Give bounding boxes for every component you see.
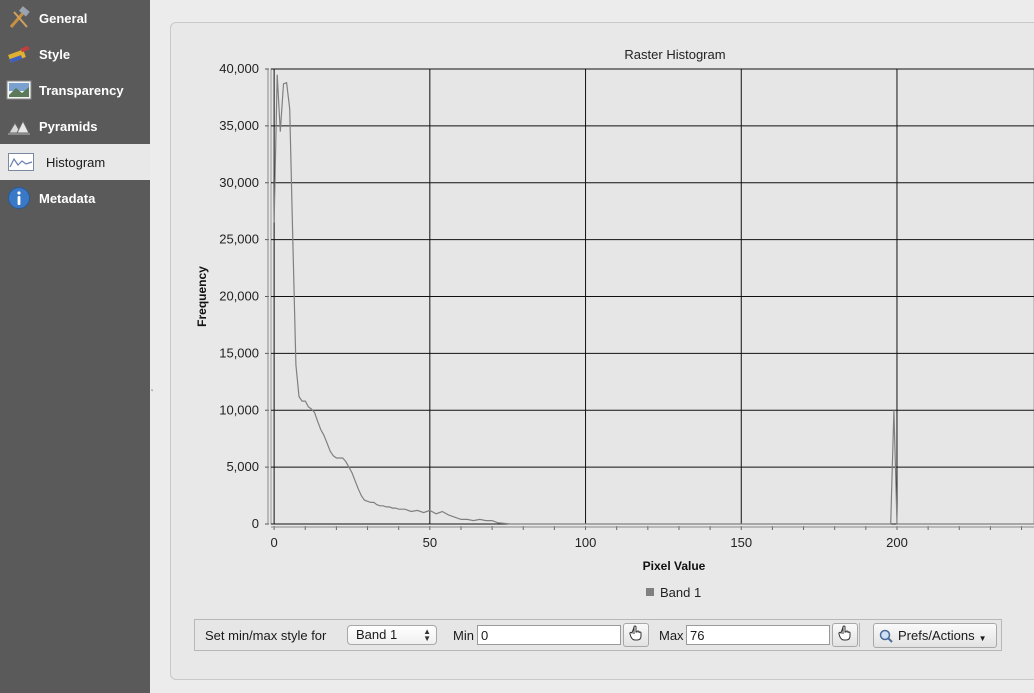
info-icon: [6, 186, 32, 210]
paintbrush-icon: [6, 42, 32, 66]
max-pick-button[interactable]: [832, 623, 858, 647]
y-tick-label: 15,000: [219, 345, 259, 360]
sidebar-item-label: Metadata: [39, 190, 96, 206]
max-input[interactable]: [686, 625, 830, 645]
histogram-chart: 0 5,000 10,000 15,000 20,000 25,000 30,000 35,0…: [195, 47, 1034, 600]
sidebar-item-general[interactable]: General: [0, 0, 150, 36]
y-tick-label: 25,000: [219, 232, 259, 247]
sidebar-item-label: General: [39, 10, 88, 26]
hammer-icon: [6, 6, 32, 30]
legend-swatch: [646, 588, 654, 596]
minmax-style-label: Set min/max style for: [205, 628, 327, 643]
x-tick-label: 100: [575, 535, 597, 550]
legend-label: Band 1: [660, 585, 701, 600]
toolbar-separator: [859, 623, 860, 647]
y-tick-label: 0: [252, 516, 259, 531]
sidebar-item-transparency[interactable]: Transparency: [0, 72, 150, 108]
sidebar-item-label: Transparency: [39, 82, 124, 98]
series-line-band-1: [273, 74, 1034, 525]
pyramids-icon: [6, 114, 32, 138]
sidebar-item-label: Pyramids: [39, 118, 98, 134]
max-label: Max: [659, 628, 684, 643]
dropdown-arrow-icon: ▼: [978, 634, 987, 643]
min-label: Min: [453, 628, 474, 643]
band-select-value: Band 1: [356, 627, 398, 642]
y-tick-label: 35,000: [219, 118, 259, 133]
transparency-icon: [6, 78, 32, 102]
magnifier-gear-icon: [879, 629, 893, 643]
min-pick-button[interactable]: [623, 623, 649, 647]
hand-pointer-icon: [838, 625, 852, 646]
prefs-actions-label: Prefs/Actions: [898, 628, 975, 643]
min-input[interactable]: [477, 625, 621, 645]
sidebar-item-histogram[interactable]: Histogram: [0, 144, 150, 180]
x-tick-label: 0: [270, 535, 277, 550]
sidebar: General Style Transparency: [0, 0, 150, 693]
chart-title: Raster Histogram: [624, 47, 725, 62]
prefs-actions-button[interactable]: Prefs/Actions ▼: [873, 623, 997, 648]
splitter-handle[interactable]: ˛: [151, 381, 155, 392]
hand-pointer-icon: [629, 625, 643, 646]
band-select[interactable]: Band 1 ▲ ▼: [347, 625, 437, 645]
minmax-controls: Set min/max style for Band 1 ▲▼ Min Max …: [194, 619, 1002, 651]
histogram-icon: [8, 150, 34, 174]
x-axis-label: Pixel Value: [643, 559, 706, 573]
sidebar-item-style[interactable]: Style: [0, 36, 150, 72]
x-tick-label: 150: [730, 535, 752, 550]
sidebar-item-pyramids[interactable]: Pyramids: [0, 108, 150, 144]
y-tick-label: 40,000: [219, 61, 259, 76]
y-tick-label: 5,000: [226, 459, 259, 474]
sidebar-item-label: Style: [39, 46, 71, 62]
y-tick-label: 10,000: [219, 402, 259, 417]
y-tick-label: 20,000: [219, 289, 259, 304]
y-tick-label: 30,000: [219, 175, 259, 190]
y-axis-label: Frequency: [195, 266, 209, 327]
sidebar-item-metadata[interactable]: Metadata: [0, 180, 150, 216]
updown-arrows-icon: ▲ ▼: [423, 627, 431, 643]
x-tick-label: 50: [423, 535, 437, 550]
sidebar-item-label: Histogram: [46, 154, 106, 170]
x-tick-label: 200: [886, 535, 908, 550]
